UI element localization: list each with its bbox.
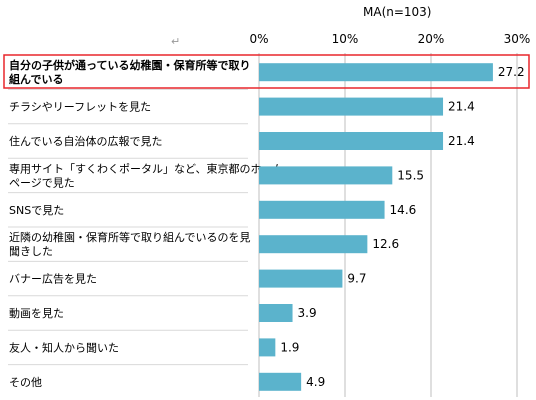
- x-tick-label: 20%: [418, 32, 445, 46]
- category-label: 友人・知人から聞いた: [9, 340, 119, 354]
- data-label: 15.5: [397, 168, 424, 182]
- bar: [259, 269, 343, 288]
- category-label: 組んでいる: [9, 72, 63, 86]
- data-label: 14.6: [390, 203, 417, 217]
- data-label: 9.7: [347, 272, 366, 286]
- category-label: 自分の子供が通っている幼稚園・保育所等で取り: [9, 58, 250, 72]
- x-tick-label: 0%: [249, 32, 268, 46]
- bar: [259, 372, 302, 391]
- chart-subtitle: MA(n=103): [363, 5, 432, 19]
- bar: [259, 63, 493, 82]
- bar: [259, 235, 368, 254]
- category-label: チラシやリーフレットを見た: [9, 101, 151, 114]
- highlight-box: [3, 54, 530, 89]
- bar: [259, 132, 444, 150]
- x-tick-label: 30%: [504, 32, 531, 46]
- bar: [259, 200, 385, 219]
- x-tick-label: 10%: [332, 32, 359, 46]
- category-label: 住んでいる自治体の広報で見た: [9, 134, 162, 148]
- bar: [259, 304, 293, 322]
- data-label: 4.9: [306, 375, 325, 389]
- return-mark: ↵: [171, 35, 180, 48]
- bar: [259, 97, 444, 116]
- data-label: 12.6: [372, 237, 399, 251]
- data-label: 3.9: [298, 306, 317, 320]
- category-label: ページで見た: [9, 176, 75, 189]
- category-label: バナー広告を見た: [9, 273, 97, 286]
- category-label: 動画を見た: [9, 306, 64, 320]
- category-label: 聞きした: [9, 245, 53, 258]
- data-label: 1.9: [280, 340, 299, 354]
- category-label: SNSで見た: [9, 204, 64, 217]
- data-label: 27.2: [498, 65, 525, 79]
- category-label: 専用サイト「すくわくポータル」など、東京都のホーム: [9, 161, 283, 175]
- data-label: 21.4: [448, 134, 475, 148]
- category-label: その他: [9, 376, 42, 389]
- bar: [259, 338, 276, 357]
- data-label: 21.4: [448, 100, 475, 114]
- bar: [259, 166, 393, 185]
- category-label: 近隣の幼稚園・保育所等で取り組んでいるのを見: [9, 230, 250, 244]
